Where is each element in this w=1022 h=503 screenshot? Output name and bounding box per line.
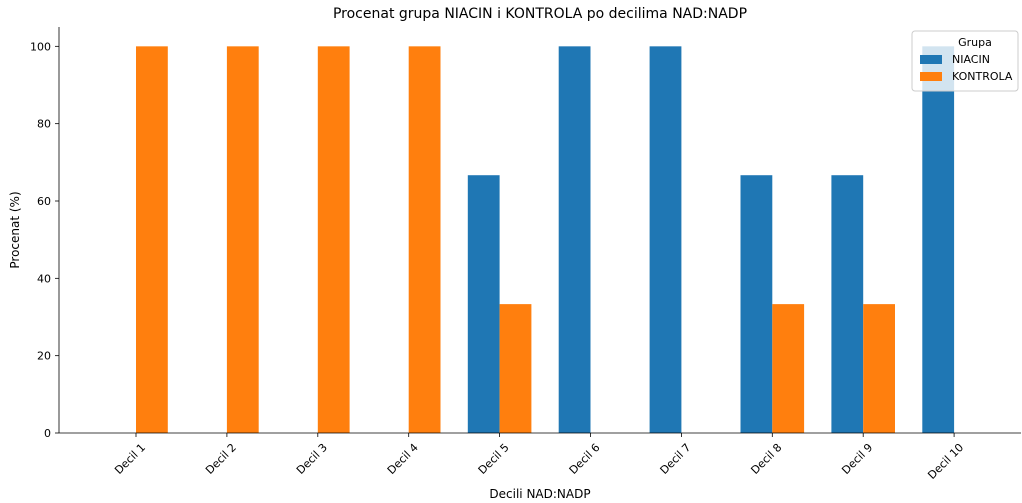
legend-swatch-kontrola [920,72,942,81]
y-tick-label: 20 [37,350,51,363]
bar-niacin-decil-7 [649,46,682,433]
x-tick-label: Decil 9 [839,441,875,477]
legend-swatch-niacin [920,55,942,64]
y-axis-label: Procenat (%) [8,191,22,268]
bar-kontrola-decil-5 [499,304,532,433]
legend-title: Grupa [958,36,992,49]
y-tick-label: 0 [44,427,51,440]
x-tick-label: Decil 8 [748,441,784,477]
y-tick-label: 100 [30,40,51,53]
bar-kontrola-decil-2 [226,46,259,433]
bar-kontrola-decil-4 [408,46,441,433]
bar-kontrola-decil-1 [136,46,168,433]
x-tick-label: Decil 5 [476,441,512,477]
bar-niacin-decil-8 [740,175,773,433]
chart-title: Procenat grupa NIACIN i KONTROLA po deci… [333,6,747,22]
y-tick-label: 40 [37,272,51,285]
bar-niacin-decil-5 [467,175,500,433]
x-tick-label: Decil 4 [385,441,421,477]
legend-label-niacin: NIACIN [952,53,990,66]
x-tick-label: Decil 1 [112,441,148,477]
x-axis-label: Decili NAD:NADP [489,487,590,501]
x-tick-label: Decil 6 [567,441,603,477]
legend-label-kontrola: KONTROLA [952,70,1013,83]
x-tick-label: Decil 10 [925,441,966,482]
bar-niacin-decil-9 [831,175,864,433]
legend: Grupa NIACIN KONTROLA [911,30,1019,92]
x-tick-label: Decil 2 [203,441,239,477]
y-tick-label: 80 [37,118,51,131]
x-tick-label: Decil 3 [294,441,330,477]
bar-niacin-decil-10 [922,46,955,433]
bar-kontrola-decil-3 [317,46,350,433]
bar-kontrola-decil-9 [863,304,895,433]
x-tick-label: Decil 7 [658,441,694,477]
bar-niacin-decil-6 [558,46,591,433]
bar-kontrola-decil-8 [772,304,805,433]
bars-layer [136,46,955,433]
y-tick-label: 60 [37,195,51,208]
